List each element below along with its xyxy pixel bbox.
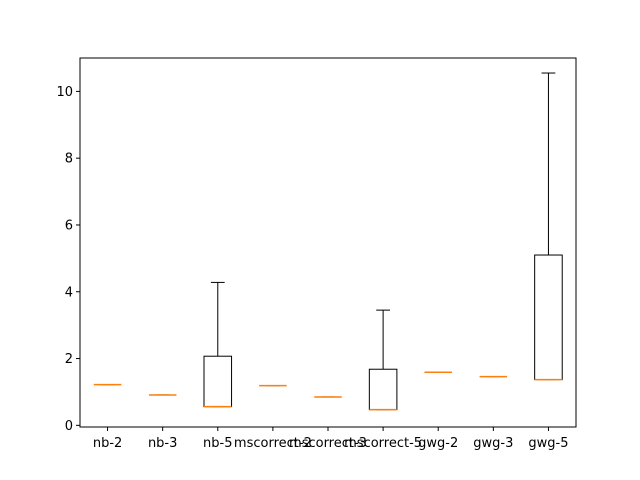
box-mscorrect-5 <box>368 309 398 411</box>
y-tick-label: 2 <box>65 352 73 367</box>
y-tick-label: 8 <box>65 152 73 167</box>
boxes-layer <box>93 72 563 411</box>
x-tick-label: gwg-5 <box>528 436 568 451</box>
x-tick-label: gwg-3 <box>473 436 513 451</box>
x-tick-label: nb-2 <box>93 436 122 451</box>
box-nb-5 <box>203 281 233 408</box>
y-tick-label: 0 <box>65 419 73 434</box>
x-tick-label: mscorrect-2 <box>234 436 312 451</box>
x-tick-label: mscorrect-3 <box>289 436 367 451</box>
y-tick-label: 4 <box>65 285 73 300</box>
axes-frame <box>79 57 577 428</box>
x-tick-label: gwg-2 <box>418 436 458 451</box>
x-tick-label: nb-3 <box>148 436 177 451</box>
y-tick-label: 6 <box>65 218 73 233</box>
x-tick-label: nb-5 <box>203 436 232 451</box>
x-tick-label: mscorrect-5 <box>344 436 422 451</box>
y-tick-label: 10 <box>56 85 73 100</box>
box-gwg-5 <box>534 72 563 381</box>
